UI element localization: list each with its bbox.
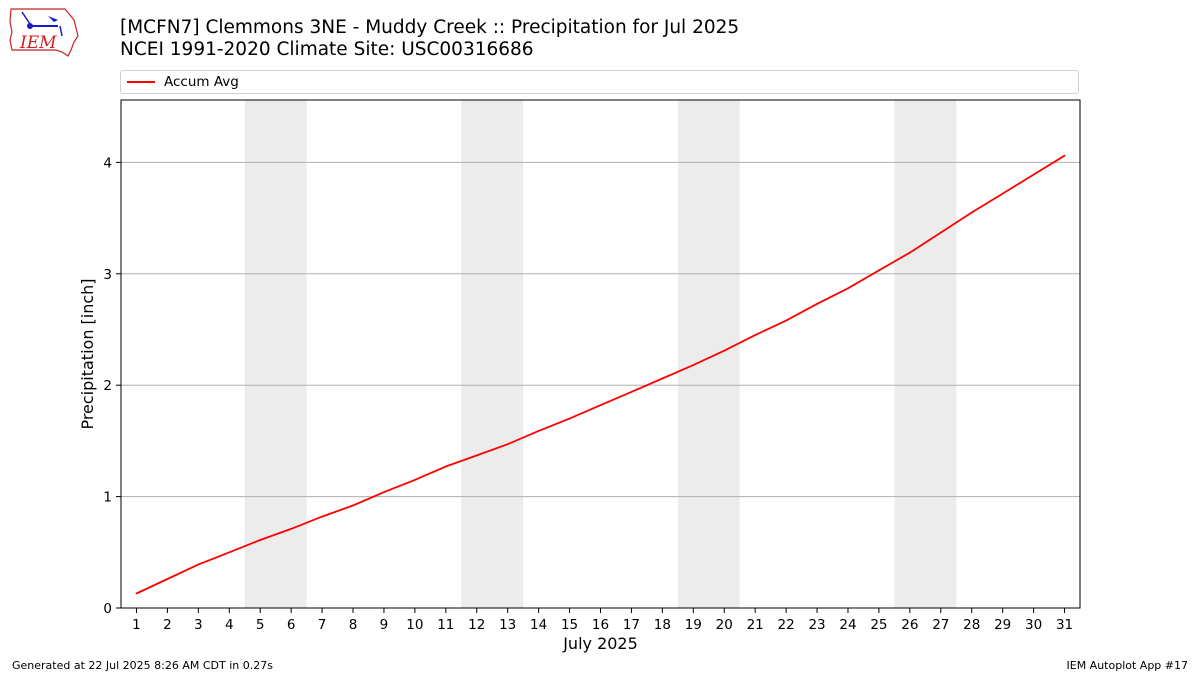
data-point — [847, 287, 849, 290]
chart-title-line2: NCEI 1991-2020 Climate Site: USC00316686 — [120, 39, 534, 60]
x-tick-label: 29 — [994, 617, 1011, 633]
data-point — [197, 563, 200, 566]
x-tick-label: 25 — [870, 617, 887, 633]
data-point — [1001, 192, 1004, 195]
x-tick-label: 6 — [287, 617, 296, 633]
data-point — [599, 404, 602, 407]
y-axis-label: Precipitation [inch] — [78, 278, 97, 429]
x-tick-label: 15 — [561, 617, 578, 633]
x-axis-label: July 2025 — [562, 634, 638, 653]
x-tick-label: 23 — [808, 617, 825, 633]
data-point — [878, 269, 880, 272]
logo-text: IEM — [19, 33, 57, 53]
x-tick-label: 31 — [1056, 617, 1073, 633]
data-point — [166, 578, 169, 580]
data-point — [413, 478, 416, 481]
x-tick-label: 10 — [406, 617, 423, 633]
x-tick-label: 27 — [932, 617, 949, 633]
x-tick-label: 26 — [901, 617, 918, 633]
x-tick-label: 18 — [654, 617, 671, 633]
x-tick-label: 28 — [963, 617, 980, 633]
y-tick-label: 0 — [103, 601, 112, 617]
chart-title: [MCFN7] Clemmons 3NE - Muddy Creek :: Pr… — [120, 17, 739, 61]
data-point — [630, 390, 633, 393]
weekend-band — [894, 100, 957, 608]
data-point — [383, 491, 385, 494]
x-tick-label: 3 — [194, 617, 203, 633]
data-point — [692, 364, 695, 367]
autoplot-app-label: IEM Autoplot App #17 — [1066, 659, 1189, 672]
data-point — [1032, 173, 1035, 176]
weekend-band — [461, 100, 524, 608]
x-tick-label: 2 — [163, 617, 172, 633]
x-tick-label: 11 — [437, 617, 454, 633]
data-point — [506, 443, 509, 446]
data-point — [661, 377, 664, 380]
legend: Accum Avg — [120, 70, 1079, 94]
x-tick-label: 12 — [468, 617, 485, 633]
x-tick-label: 16 — [592, 617, 609, 633]
x-tick-label: 4 — [225, 617, 234, 633]
legend-line-swatch — [127, 81, 155, 83]
data-point — [939, 231, 942, 234]
x-tick-label: 14 — [530, 617, 547, 633]
data-point — [444, 465, 447, 468]
y-tick-label: 4 — [103, 155, 112, 171]
data-point — [259, 539, 262, 541]
iem-logo: IEM — [8, 6, 80, 58]
x-tick-label: 5 — [256, 617, 265, 633]
x-tick-label: 13 — [499, 617, 516, 633]
data-point — [290, 528, 293, 530]
data-point — [1063, 154, 1066, 157]
data-point — [135, 592, 138, 595]
legend-label: Accum Avg — [164, 74, 239, 90]
y-tick-label: 2 — [103, 378, 112, 394]
y-tick-label: 3 — [103, 267, 112, 283]
data-point — [754, 334, 757, 336]
data-point — [816, 302, 818, 305]
data-point — [723, 349, 726, 352]
x-tick-label: 30 — [1025, 617, 1042, 633]
data-point — [352, 504, 354, 507]
x-tick-label: 19 — [685, 617, 702, 633]
x-tick-label: 20 — [716, 617, 733, 633]
data-point — [537, 429, 540, 432]
x-tick-label: 8 — [349, 617, 358, 633]
x-tick-label: 22 — [778, 617, 795, 633]
data-point — [568, 417, 571, 420]
x-tick-label: 7 — [318, 617, 327, 633]
data-point — [785, 319, 788, 322]
x-tick-label: 9 — [380, 617, 389, 633]
data-point — [475, 454, 478, 457]
x-tick-label: 1 — [132, 617, 141, 633]
x-tick-label: 21 — [747, 617, 764, 633]
weekend-band — [244, 100, 307, 608]
x-tick-label: 24 — [839, 617, 856, 633]
generated-timestamp: Generated at 22 Jul 2025 8:26 AM CDT in … — [12, 659, 273, 672]
x-tick-label: 17 — [623, 617, 640, 633]
weekend-band — [677, 100, 740, 608]
data-point — [970, 211, 973, 214]
data-point — [228, 551, 231, 554]
data-point — [321, 515, 323, 518]
y-tick-label: 1 — [103, 490, 112, 506]
chart-title-line1: [MCFN7] Clemmons 3NE - Muddy Creek :: Pr… — [120, 17, 740, 38]
data-point — [908, 251, 911, 254]
